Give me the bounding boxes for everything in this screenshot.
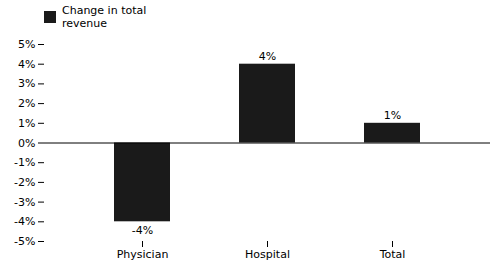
svg-text:-5%: -5% <box>14 235 35 248</box>
html-text:Change in total revenue: Change in total revenue <box>62 4 147 31</box>
svg-text:Hospital: Hospital <box>245 249 290 262</box>
svg-text:-2%: -2% <box>14 176 35 189</box>
svg-text:-4%: -4% <box>132 224 153 237</box>
svg-text:1%: 1% <box>18 117 35 130</box>
svg-text:-3%: -3% <box>14 196 35 209</box>
svg-text:4%: 4% <box>18 58 35 71</box>
svg-text:-1%: -1% <box>14 157 35 170</box>
svg-text:0%: 0% <box>18 137 35 150</box>
svg-text:1%: 1% <box>384 110 401 123</box>
svg-text:5%: 5% <box>18 38 35 51</box>
svg-text:Total: Total <box>379 249 406 262</box>
svg-text:3%: 3% <box>18 78 35 91</box>
svg-text:4%: 4% <box>259 51 276 64</box>
svg-text:Physician: Physician <box>117 249 169 262</box>
svg-text:-4%: -4% <box>14 216 35 229</box>
svg-text:2%: 2% <box>18 97 35 110</box>
